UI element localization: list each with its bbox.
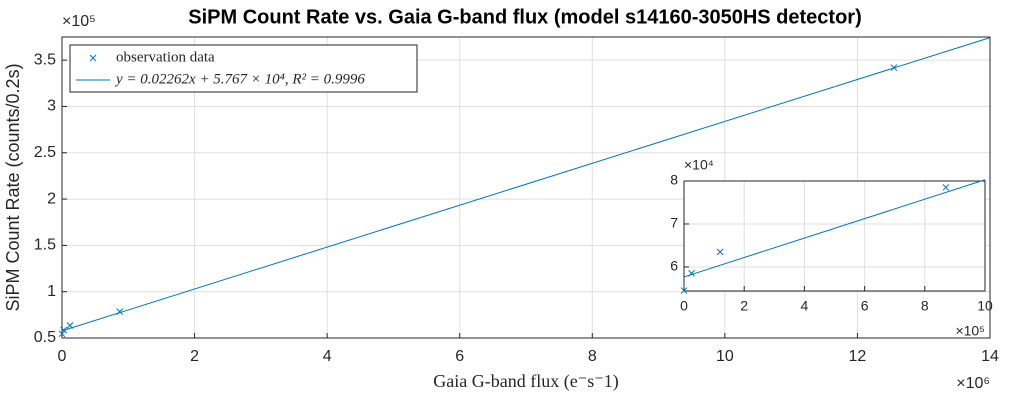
x-tick-label: 14: [981, 348, 999, 365]
y-tick-label: 2: [47, 190, 56, 207]
plot-area: [684, 181, 985, 291]
y-tick-label: 6: [670, 258, 678, 274]
y-tick-label: 0.5: [34, 329, 56, 346]
data-point: [680, 287, 688, 294]
y-exponent: ×10⁵: [62, 13, 96, 30]
y-tick-label: 3: [47, 98, 56, 115]
x-tick-label: 12: [849, 348, 867, 365]
legend-label: observation data: [116, 49, 215, 65]
x-tick-label: 8: [588, 348, 597, 365]
x-tick-label: 2: [740, 298, 748, 314]
y-axis-label: SiPM Count Rate (counts/0.2s): [3, 63, 23, 311]
x-tick-label: 8: [921, 298, 929, 314]
x-tick-label: 0: [680, 298, 688, 314]
x-exponent: ×10⁵: [955, 323, 985, 339]
legend: [69, 44, 418, 93]
chart-title: SiPM Count Rate vs. Gaia G-band flux (mo…: [188, 6, 862, 28]
y-exponent: ×10⁴: [684, 157, 714, 173]
legend-marker: [89, 54, 97, 62]
data-point: [716, 248, 724, 256]
y-tick-label: 2.5: [34, 144, 56, 161]
axes-box: [61, 36, 991, 339]
x-tick-label: 4: [801, 298, 809, 314]
fit-line: [683, 179, 986, 278]
x-tick-label: 6: [861, 298, 869, 314]
y-tick-label: 8: [670, 172, 678, 188]
x-tick-label: 0: [58, 348, 67, 365]
legend-label: y = 0.02262x + 5.767 × 10⁴, R² = 0.9996: [114, 71, 365, 87]
fit-line: [61, 37, 991, 332]
x-tick-label: 10: [716, 348, 734, 365]
y-tick-label: 1: [47, 283, 56, 300]
x-tick-label: 4: [323, 348, 332, 365]
y-tick-label: 3.5: [34, 51, 56, 68]
x-axis-label: Gaia G-band flux (e⁻s⁻1): [433, 371, 618, 392]
data-point: [58, 330, 66, 338]
data-point: [942, 184, 950, 191]
axes-box: [683, 180, 986, 292]
x-exponent: ×10⁶: [956, 375, 990, 392]
y-tick-label: 7: [670, 215, 678, 231]
x-tick-label: 6: [455, 348, 464, 365]
x-tick-label: 2: [190, 348, 199, 365]
x-tick-label: 10: [977, 298, 993, 314]
y-tick-label: 1.5: [34, 237, 56, 254]
